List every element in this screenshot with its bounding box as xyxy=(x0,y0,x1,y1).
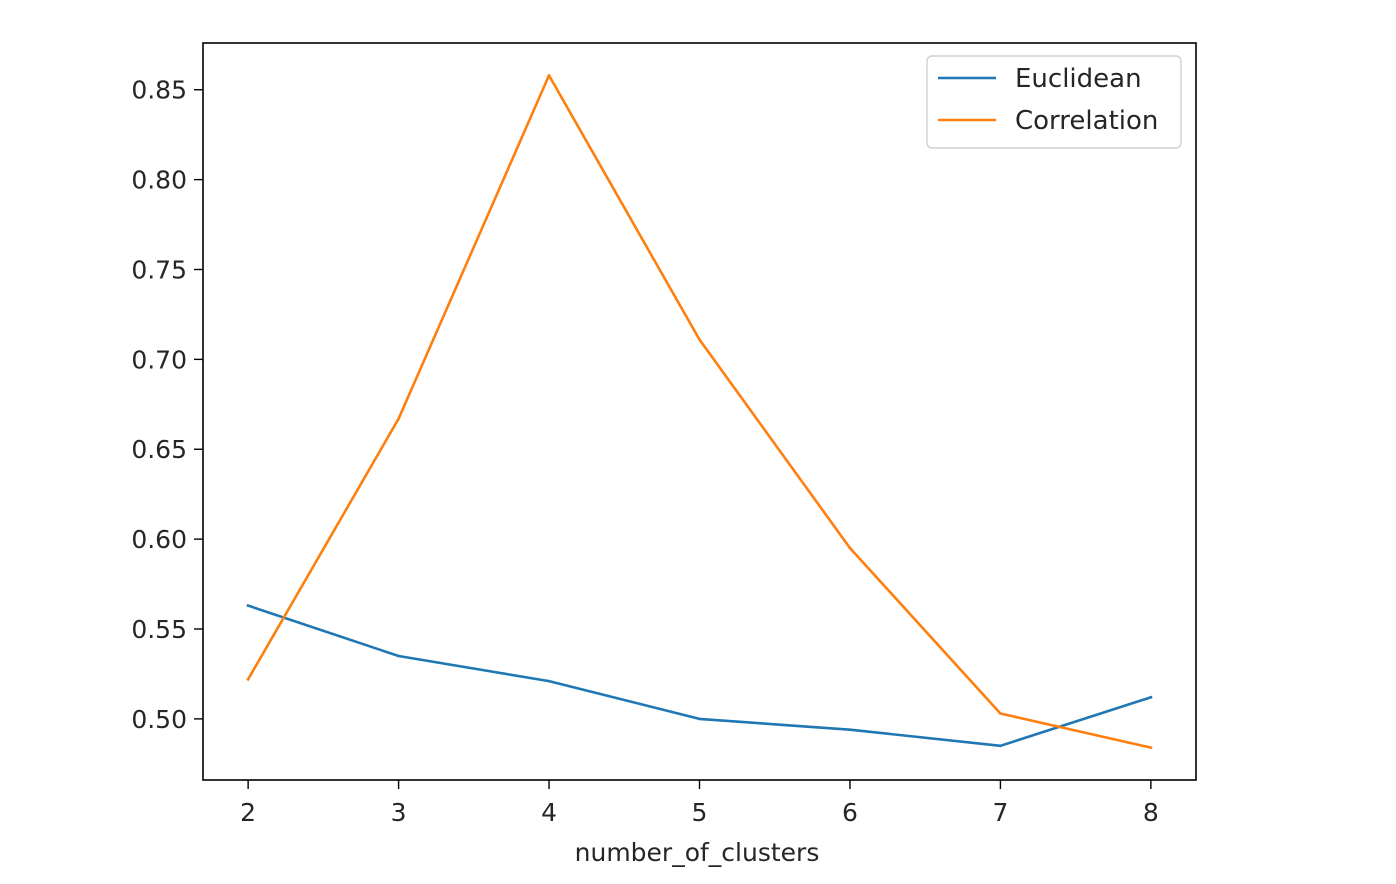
data-point-correlation-3 xyxy=(397,417,400,421)
series-layer xyxy=(246,74,1153,750)
x-axis: 2 3 4 5 6 7 8 xyxy=(240,780,1159,827)
data-point-correlation-2 xyxy=(246,678,250,681)
y-tick-label: 0.75 xyxy=(131,255,187,284)
data-point-euclidean-3 xyxy=(397,654,400,658)
legend-label-correlation: Correlation xyxy=(1015,106,1158,136)
data-point-euclidean-2 xyxy=(246,604,250,607)
x-tick-label: 2 xyxy=(240,798,256,827)
legend-label-euclidean: Euclidean xyxy=(1015,64,1142,94)
data-point-correlation-8 xyxy=(1149,746,1153,749)
x-tick-label: 5 xyxy=(692,798,708,827)
y-tick-label: 0.50 xyxy=(131,705,187,734)
y-tick-label: 0.55 xyxy=(131,615,187,644)
data-point-euclidean-7 xyxy=(999,744,1002,748)
plot-frame xyxy=(202,42,1197,781)
data-point-correlation-7 xyxy=(999,712,1002,715)
series-line-euclidean xyxy=(246,603,1153,748)
x-tick-label: 6 xyxy=(842,798,858,827)
y-tick-label: 0.80 xyxy=(131,166,187,195)
data-point-correlation-5 xyxy=(698,338,701,341)
x-axis-label: number_of_clusters xyxy=(575,838,820,867)
y-tick-label: 0.70 xyxy=(131,345,187,374)
series-line-correlation xyxy=(246,74,1153,750)
legend: Euclidean Correlation xyxy=(926,55,1182,149)
x-tick-label: 4 xyxy=(541,798,557,827)
data-point-euclidean-4 xyxy=(547,679,551,683)
y-tick-label: 0.60 xyxy=(131,525,187,554)
data-point-euclidean-8 xyxy=(1149,696,1153,699)
data-point-correlation-6 xyxy=(848,546,852,550)
y-tick-label: 0.85 xyxy=(131,76,187,105)
x-tick-label: 7 xyxy=(992,798,1008,827)
x-tick-label: 8 xyxy=(1143,798,1159,827)
y-tick-label: 0.65 xyxy=(131,435,187,464)
data-point-euclidean-5 xyxy=(698,717,701,721)
x-tick-label: 3 xyxy=(391,798,407,827)
data-point-euclidean-6 xyxy=(848,728,852,731)
data-point-correlation-4 xyxy=(547,74,551,77)
y-axis: 0.50 0.55 0.60 0.65 0.70 0.75 0.80 0.85 xyxy=(131,76,203,734)
